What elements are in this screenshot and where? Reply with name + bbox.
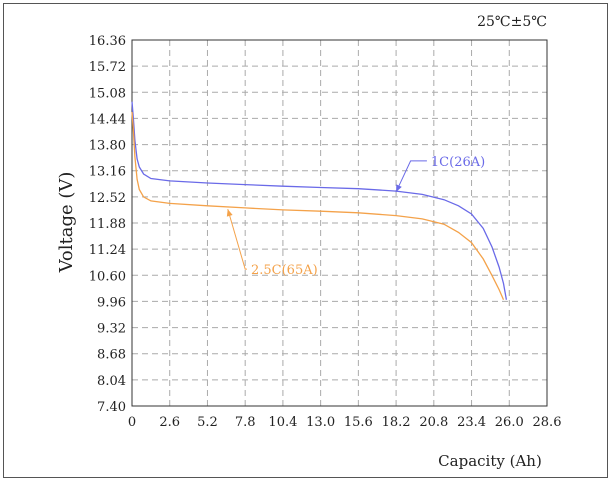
y-axis-label: Voltage (V) <box>56 172 77 274</box>
y-tick-label: 9.96 <box>97 295 126 310</box>
y-tick-label: 11.88 <box>89 217 126 232</box>
annotation-leader <box>395 160 427 193</box>
series-annotation-label: 2.5C(65A) <box>251 263 318 278</box>
series-annotation-label: 1C(26A) <box>431 155 485 170</box>
x-tick-label: 26.0 <box>495 415 524 430</box>
x-tick-label: 10.4 <box>268 415 297 430</box>
y-tick-labels: 16.36 15.72 15.08 14.44 13.80 13.16 12.52 11.88… <box>89 34 126 415</box>
annotation-arrowhead <box>396 184 402 192</box>
y-tick-label: 13.80 <box>89 139 126 154</box>
series-line-2-5c <box>131 111 505 301</box>
x-tick-label: 23.4 <box>457 415 486 430</box>
y-tick-label: 15.72 <box>89 60 126 75</box>
annotation-arrowhead <box>226 209 233 217</box>
series-lines <box>131 101 508 301</box>
y-tick-label: 8.04 <box>97 374 126 389</box>
outer-border <box>3 3 608 478</box>
y-tick-label: 10.60 <box>89 269 126 284</box>
grid <box>132 40 547 406</box>
x-tick-label: 18.2 <box>382 415 411 430</box>
y-tick-label: 13.16 <box>89 165 126 180</box>
y-tick-label: 12.52 <box>89 191 126 206</box>
y-tick-label: 16.36 <box>89 34 126 49</box>
x-tick-label: 13.0 <box>306 415 335 430</box>
x-tick-label: 2.6 <box>159 415 180 430</box>
x-tick-label: 5.2 <box>197 415 218 430</box>
y-tick-label: 14.44 <box>89 112 126 127</box>
y-tick-label: 15.08 <box>89 86 126 101</box>
series-annotations: 1C(26A) 2.5C(65A) <box>226 155 485 278</box>
y-tick-label: 9.32 <box>97 322 126 337</box>
x-tick-label: 20.8 <box>419 415 448 430</box>
plot-area <box>131 39 548 407</box>
series-line-1c <box>131 101 508 300</box>
x-tick-labels: 0 2.6 5.2 7.8 10.4 13.0 15.6 18.2 20.8 23.4 26.0 28… <box>128 415 562 430</box>
y-tick-label: 7.40 <box>97 400 126 415</box>
x-tick-label: 15.6 <box>344 415 373 430</box>
condition-label: 25℃±5℃ <box>477 14 547 30</box>
x-axis-label: Capacity (Ah) <box>438 452 542 470</box>
annotation-leader <box>227 208 247 270</box>
x-tick-label: 7.8 <box>235 415 256 430</box>
x-tick-label: 28.6 <box>533 415 562 430</box>
x-tick-label: 0 <box>128 415 136 430</box>
y-tick-label: 8.68 <box>97 348 126 363</box>
y-tick-label: 11.24 <box>89 243 126 258</box>
